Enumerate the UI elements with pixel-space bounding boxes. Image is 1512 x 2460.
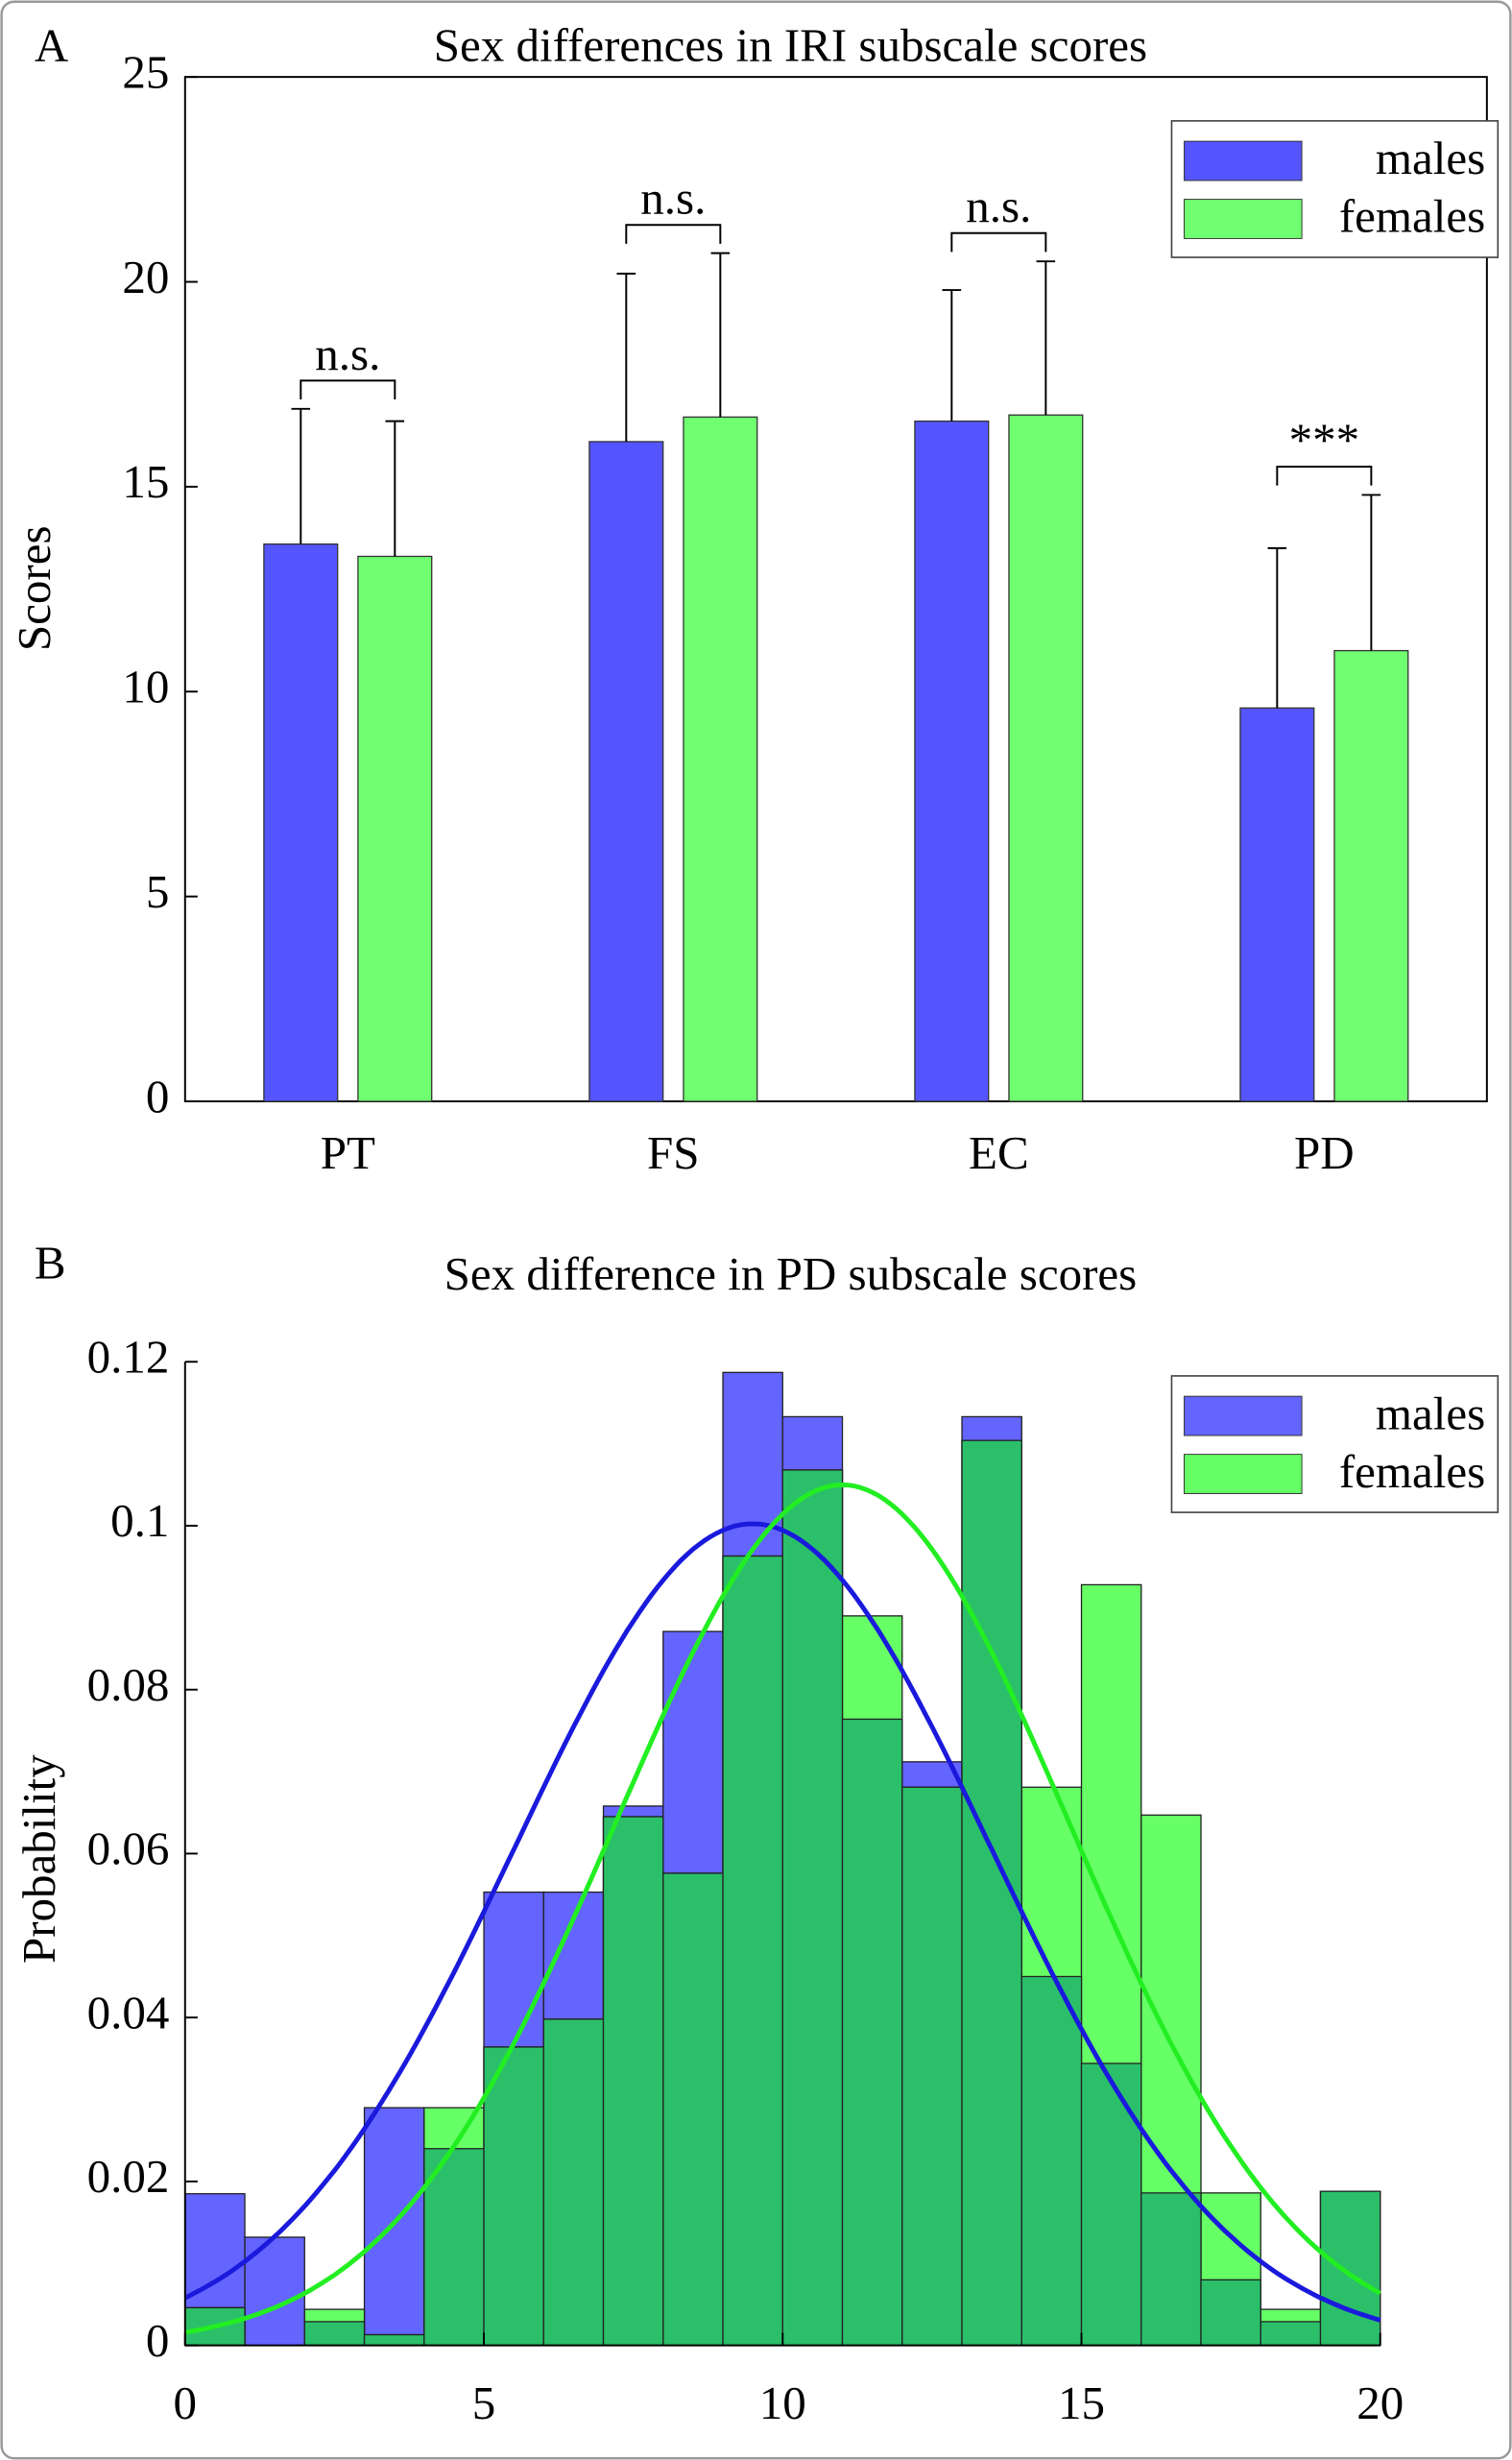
x-tick-label: FS	[647, 1126, 700, 1179]
overlap-bar	[1200, 2279, 1261, 2347]
y-tick-label: 25	[122, 45, 169, 98]
overlap-bar	[662, 1872, 724, 2347]
y-axis-label: Probability	[12, 1754, 65, 1964]
legend-swatch	[1184, 199, 1303, 239]
overlap-bar	[841, 1718, 903, 2347]
y-axis-label: Scores	[8, 525, 60, 651]
overlap-bar	[781, 1469, 844, 2347]
significance-bracket	[625, 224, 722, 244]
axes-box	[183, 76, 1488, 1103]
legend-swatch	[1184, 140, 1303, 181]
significance-label: n.s.	[640, 172, 706, 225]
overlap-bar	[1020, 1975, 1083, 2347]
panel-label: B	[35, 1236, 66, 1289]
legend-label: females	[1339, 1445, 1485, 1498]
chart-title: Sex differences in IRI subscale scores	[434, 19, 1147, 72]
y-tick-label: 0.12	[87, 1330, 170, 1383]
legend-label: males	[1376, 1387, 1485, 1439]
y-tick-label: 0.1	[110, 1494, 169, 1547]
overlap-bar	[1140, 2192, 1202, 2347]
legend-label: males	[1376, 132, 1485, 184]
fit-curve	[183, 1521, 1381, 2323]
overlap-bar	[722, 1555, 783, 2347]
overlap-bar	[1260, 2321, 1322, 2347]
overlap-bar	[901, 1786, 963, 2347]
panel-label: A	[35, 19, 69, 72]
significance-bracket	[300, 379, 396, 400]
bar	[914, 420, 990, 1102]
overlap-bar	[602, 1816, 664, 2347]
x-tick-label: PT	[321, 1126, 375, 1179]
x-tick-label: 0	[174, 2376, 198, 2429]
overlap-bar	[542, 2018, 605, 2347]
y-tick-label: 15	[122, 455, 169, 508]
significance-bracket	[1276, 466, 1373, 486]
x-tick-label: 10	[759, 2376, 806, 2429]
y-tick-label: 0.06	[87, 1822, 170, 1875]
x-tick-label: 15	[1058, 2376, 1105, 2429]
bar	[263, 543, 339, 1102]
x-tick-label: PD	[1294, 1126, 1355, 1179]
significance-label: n.s.	[966, 180, 1031, 232]
bar	[588, 441, 664, 1102]
y-tick-label: 0	[146, 2314, 170, 2367]
y-tick-label: 10	[122, 661, 169, 713]
legend-swatch	[1184, 1454, 1303, 1494]
bar	[357, 555, 433, 1102]
y-tick-label: 5	[146, 865, 170, 918]
y-tick-label: 0.04	[87, 1986, 170, 2038]
legend-label: females	[1339, 190, 1485, 243]
bar	[1239, 707, 1315, 1102]
bar	[683, 416, 758, 1102]
significance-bracket	[950, 231, 1047, 253]
fit-curve	[184, 1483, 1381, 2335]
overlap-bar	[363, 2333, 425, 2347]
chart-title: Sex difference in PD subscale scores	[444, 1247, 1138, 1300]
x-tick-label: EC	[969, 1126, 1029, 1179]
y-tick-label: 0	[146, 1070, 170, 1122]
overlap-bar	[303, 2321, 366, 2347]
x-tick-label: 20	[1356, 2376, 1404, 2429]
significance-label: ***	[1289, 413, 1360, 466]
legend-swatch	[1184, 1395, 1303, 1436]
overlap-bar	[483, 2046, 544, 2347]
overlap-bar	[1080, 2062, 1142, 2347]
y-tick-label: 0.02	[87, 2150, 170, 2203]
bar	[1333, 649, 1409, 1102]
histogram-bar	[363, 2107, 425, 2347]
y-tick-label: 0.08	[87, 1658, 170, 1711]
y-tick-label: 20	[122, 251, 169, 303]
overlap-bar	[1319, 2190, 1381, 2347]
bar	[1008, 414, 1084, 1102]
significance-label: n.s.	[315, 327, 380, 380]
x-tick-label: 5	[472, 2376, 495, 2429]
